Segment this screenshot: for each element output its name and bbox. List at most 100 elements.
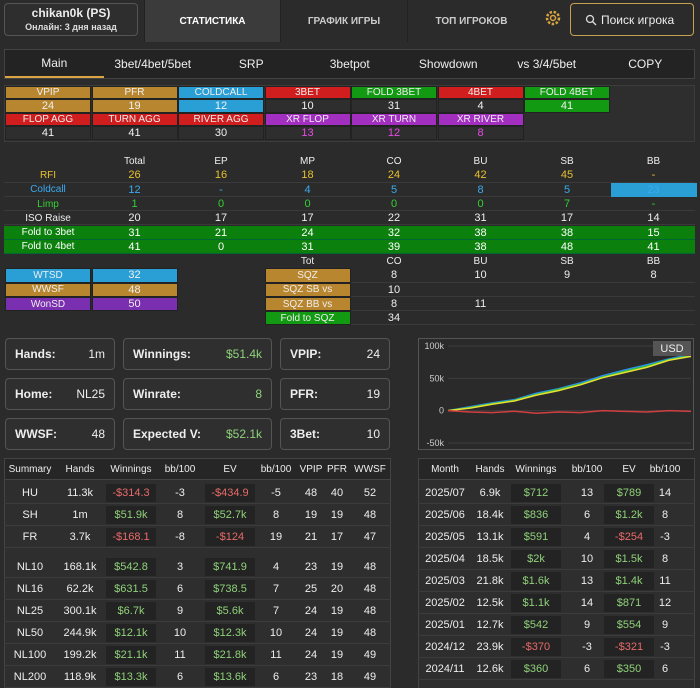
table-row [418,570,695,592]
row-line [264,283,695,297]
money-cell: $13.3k [106,668,156,686]
table-cell: 23.9k [476,641,504,653]
position-value: 45 [560,169,574,182]
money-cell: $1.5k [604,550,654,568]
table-cell: 52 [363,487,377,499]
table-row [4,504,391,526]
search-box[interactable]: Поиск игрока [570,3,694,36]
stat-value: 13 [264,126,351,140]
squeeze-header: BB [646,255,661,267]
position-header: BB [646,155,661,167]
position-value: 12 [128,183,141,196]
table-cell: 10 [269,627,283,639]
table-header: EV [622,463,636,475]
table-cell: 1m [72,509,88,521]
subtab[interactable]: vs 3/4/5bet [517,57,577,71]
graph-line [447,353,692,412]
table-header: Month [431,463,459,475]
position-value: 20 [128,212,141,225]
row-fill [4,239,695,255]
table-cell: 48 [363,561,377,573]
table-cell: 21.8k [476,575,504,587]
money-cell: $542.8 [106,558,156,576]
subtab[interactable]: 3betpot [329,57,370,71]
table-row [4,526,391,548]
table-header: bb/100 [164,463,196,475]
stat-value: 31 [351,99,437,113]
summary-box: 3Bet: 10 [280,418,390,450]
table-cell: 168.1k [63,561,97,573]
position-value: 14 [647,212,660,225]
stat-value: 19 [91,99,178,113]
squeeze-label: SQZ SB vs [264,282,351,297]
graph: 100k 50k 0 -50k [424,341,692,448]
row-line [4,168,695,183]
table-cell: -3 [660,531,670,543]
table-cell: 40 [330,487,344,499]
money-cell: $52.7k [205,506,255,524]
position-row-label: Fold to 3bet [21,227,75,239]
table-row [418,504,695,526]
position-value: 38 [474,240,487,253]
money-cell: $13.6k [205,668,255,686]
table-cell: 24 [304,649,318,661]
stat-label: TURN AGG [91,113,178,126]
table-header: bb/100 [649,463,681,475]
money-cell: -$370 [511,638,561,656]
stat-value: 4 [437,99,524,113]
table-cell: 12.5k [476,597,504,609]
position-value: 42 [474,169,487,182]
nav-tab[interactable]: ГРАФИК ИГРЫ [280,0,407,42]
table-cell: 6 [176,671,184,683]
money-cell: $738.5 [205,580,255,598]
stat-label: XR RIVER [437,113,524,126]
table-cell: NL25 [16,605,44,617]
squeeze-header: BU [473,255,488,267]
nav-tab[interactable]: СТАТИСТИКА [144,0,280,42]
table-cell: 19 [304,509,318,521]
money-cell: $21.8k [205,646,255,664]
position-value: - [651,198,656,211]
table-cell: 6 [661,663,669,675]
table-header: VPIP [299,463,323,475]
subtab[interactable]: SRP [238,57,264,71]
summary-label: Expected V: [133,427,202,441]
table-cell: 19 [330,509,344,521]
money-cell: -$168.1 [106,528,156,546]
table-cell: 47 [363,531,377,543]
subtab[interactable]: COPY [628,57,663,71]
position-value: 22 [387,212,401,225]
position-value: 0 [217,198,225,211]
position-value: 48 [560,240,574,253]
table-row [418,614,695,636]
money-cell: -$434.9 [205,484,255,502]
position-value: 17 [560,212,574,225]
table-header: Hands [475,463,505,475]
squeeze-value: 8 [650,269,657,282]
table-cell: -8 [175,531,185,543]
table-header-bg [4,458,391,480]
table-cell: 199.2k [63,649,97,661]
subtab[interactable]: Main [5,50,104,78]
subtab[interactable]: Showdown [418,57,478,71]
summary-value: 48 [91,427,105,441]
position-row-label: RFI [39,169,57,181]
stat-label: RIVER AGG [178,113,264,126]
subtab-bar [4,49,695,79]
showdown-value: 48 [91,282,178,297]
nav-tab[interactable]: ТОП ИГРОКОВ [407,0,535,42]
summary-label: 3Bet: [290,427,321,441]
stat-value: 41 [5,126,91,140]
table-cell: 2025/05 [425,531,465,543]
table-row [418,658,695,680]
position-value: 38 [560,226,574,239]
player-box: chikan0k (PS) Онлайн: 3 дня назад [4,3,138,36]
table-cell: 6 [176,583,184,595]
position-row-label: Limp [37,198,59,210]
settings-icon[interactable] [544,9,562,27]
table-cell: 4 [583,531,591,543]
table-cell: 244.9k [63,627,97,639]
subtab[interactable]: 3bet/4bet/5bet [114,57,192,71]
table-cell: 300.1k [63,605,97,617]
